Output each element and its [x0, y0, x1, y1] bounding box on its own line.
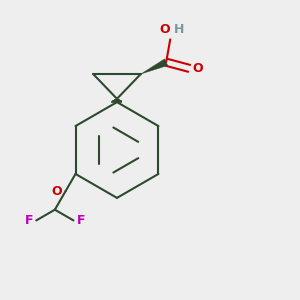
Text: F: F	[25, 214, 33, 227]
Text: O: O	[193, 62, 203, 75]
Text: O: O	[159, 23, 169, 36]
Text: O: O	[52, 184, 62, 198]
Polygon shape	[141, 59, 168, 74]
Text: F: F	[77, 214, 85, 227]
Text: H: H	[173, 23, 184, 36]
